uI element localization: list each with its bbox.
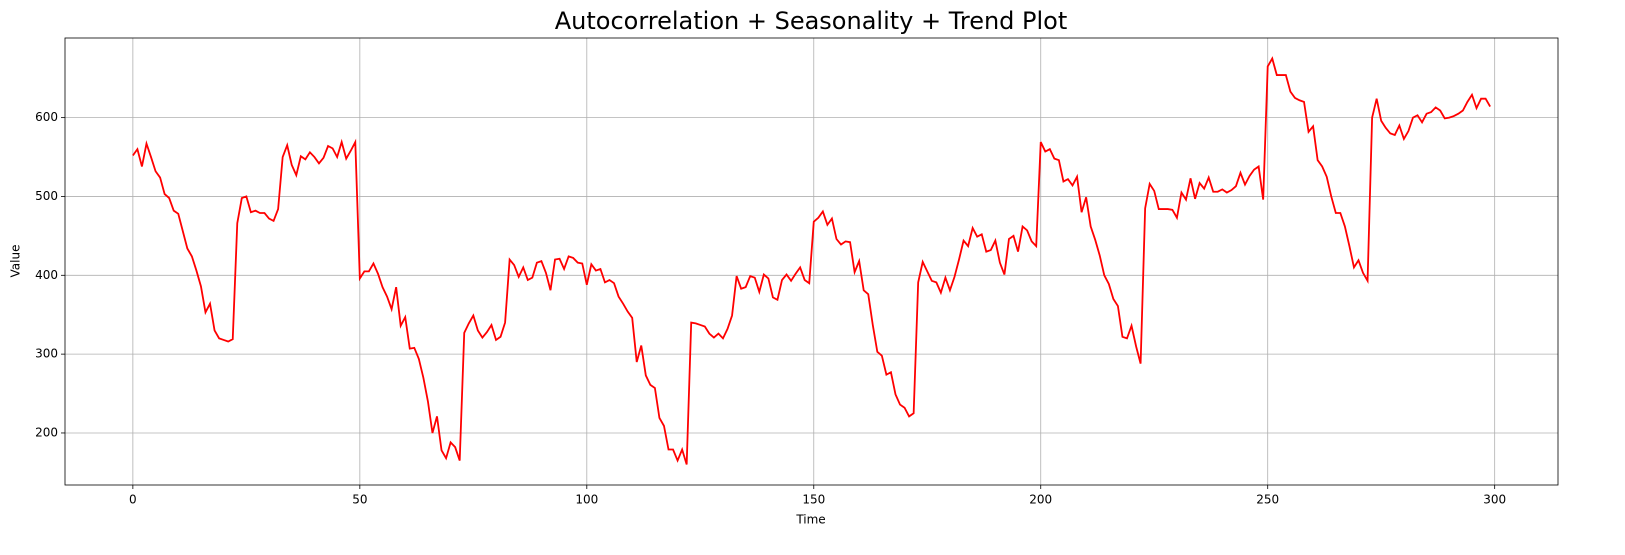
y-axis-label: Value [9, 245, 23, 278]
y-tick-label: 200 [35, 425, 58, 439]
x-tick-label: 150 [802, 493, 825, 507]
x-tick-label: 250 [1256, 493, 1279, 507]
y-tick-label: 500 [35, 189, 58, 203]
data-line [132, 56, 1491, 465]
chart-title: Autocorrelation + Seasonality + Trend Pl… [555, 7, 1068, 35]
plot-frame [64, 37, 1559, 486]
x-tick-label: 200 [1029, 493, 1052, 507]
x-tick-label: 50 [352, 493, 367, 507]
x-tick-label: 100 [575, 493, 598, 507]
x-axis-label: Time [795, 513, 825, 527]
y-tick-label: 600 [35, 110, 58, 124]
y-tick-label: 300 [35, 347, 58, 361]
x-tick-label: 300 [1483, 493, 1506, 507]
y-tick-label: 400 [35, 268, 58, 282]
x-tick-label: 0 [129, 493, 137, 507]
